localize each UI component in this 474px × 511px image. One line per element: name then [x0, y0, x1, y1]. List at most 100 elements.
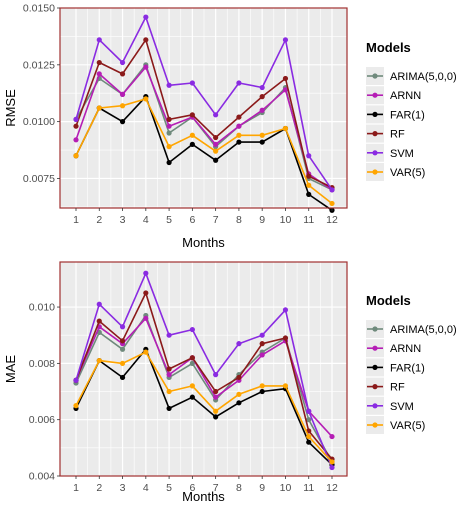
data-point [282, 307, 289, 313]
data-point [73, 403, 79, 409]
data-point [119, 360, 126, 366]
data-point [189, 132, 195, 138]
data-point [213, 134, 219, 141]
y-axis-title: RMSE [3, 89, 18, 127]
legend-key-point [372, 384, 378, 390]
data-point [213, 372, 219, 378]
x-tick-label: 5 [166, 482, 172, 494]
data-point [119, 374, 126, 381]
data-point [213, 148, 219, 154]
data-point [236, 341, 242, 347]
data-point [282, 75, 289, 82]
data-point [189, 141, 195, 147]
data-point [213, 394, 219, 400]
legend-key-point [372, 92, 378, 98]
x-tick-label: 3 [120, 214, 126, 226]
data-point [259, 132, 265, 138]
data-point [329, 200, 335, 207]
data-point [166, 130, 172, 136]
legend-item: RF [366, 377, 405, 396]
data-point [143, 315, 149, 321]
data-point [236, 139, 242, 145]
data-point [143, 14, 149, 20]
data-point [259, 332, 265, 338]
data-point [236, 391, 242, 397]
data-point [96, 357, 102, 364]
y-tick-label: 0.008 [29, 358, 55, 370]
legend-key-point [372, 131, 378, 137]
x-tick-label: 7 [213, 482, 219, 494]
data-point [306, 182, 312, 188]
data-point [282, 383, 289, 389]
data-point [306, 153, 312, 159]
x-tick-label: 9 [259, 214, 265, 226]
x-tick-label: 1 [73, 214, 79, 226]
legend-label: ARNN [390, 343, 421, 355]
data-point [213, 157, 219, 163]
data-point [166, 116, 172, 122]
x-tick-label: 12 [326, 482, 338, 494]
legend-key-point [372, 403, 378, 409]
series-var-5- [73, 349, 335, 465]
data-point [329, 433, 335, 440]
data-point [73, 116, 79, 122]
data-point [213, 414, 219, 420]
data-point [96, 301, 102, 307]
legend-label: VAR(5) [390, 420, 425, 432]
x-tick-label: 6 [189, 214, 195, 226]
data-point [259, 84, 265, 91]
legend-item: VAR(5) [366, 163, 425, 181]
data-point [213, 141, 219, 147]
series-line [75, 351, 333, 463]
data-point [236, 132, 242, 138]
data-point [119, 59, 126, 66]
series-line [75, 348, 333, 466]
y-tick-label: 0.0125 [23, 59, 55, 71]
data-point [119, 338, 126, 344]
legend-label: FAR(1) [390, 109, 425, 121]
legend-title: Models [366, 40, 411, 55]
legend-label: FAR(1) [390, 362, 425, 374]
data-point [189, 80, 195, 86]
data-point [166, 159, 172, 166]
series-line [75, 272, 333, 468]
data-point [259, 341, 265, 347]
x-axis-title: Months [182, 489, 225, 504]
legend-label: RF [390, 382, 405, 394]
data-point [213, 112, 219, 118]
data-point [189, 383, 195, 389]
data-point [259, 94, 265, 100]
legend-label: ARNN [390, 90, 421, 102]
y-tick-label: 0.0150 [23, 3, 55, 15]
x-tick-label: 8 [236, 214, 242, 226]
series-rf [73, 37, 335, 191]
data-point [166, 144, 172, 150]
legend-label: VAR(5) [390, 167, 425, 179]
y-axis-title: MAE [3, 355, 18, 384]
data-point [166, 372, 172, 378]
y-tick-label: 0.010 [29, 302, 55, 314]
data-point [259, 388, 265, 395]
x-tick-label: 4 [143, 214, 149, 226]
y-tick-label: 0.004 [29, 471, 55, 483]
data-point [236, 400, 242, 406]
data-point [213, 388, 219, 395]
data-point [306, 439, 312, 445]
data-point [143, 349, 149, 355]
data-point [306, 173, 312, 179]
legend-label: SVM [390, 401, 414, 413]
data-point [119, 71, 126, 77]
data-point [282, 125, 289, 132]
y-tick-label: 0.006 [29, 414, 55, 426]
data-point [306, 408, 312, 414]
legend: Models ARIMA(5,0,0) ARNN FAR(1) RF SVM VAR(5) [366, 293, 457, 434]
x-tick-label: 5 [166, 214, 172, 226]
data-point [143, 64, 149, 70]
data-point [166, 366, 172, 372]
legend-label: SVM [390, 148, 414, 160]
legend-label: ARIMA(5,0,0) [390, 71, 457, 83]
data-point [166, 332, 172, 338]
